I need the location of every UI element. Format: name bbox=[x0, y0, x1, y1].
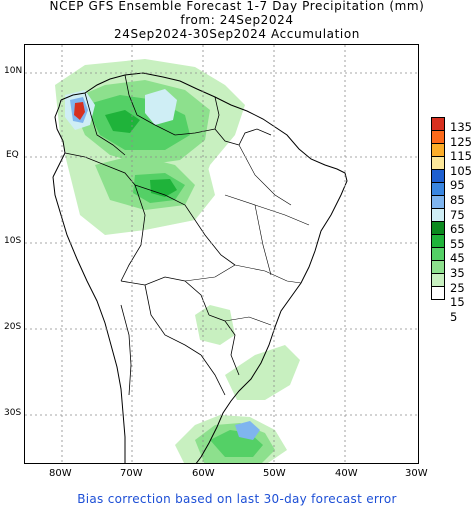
colorbar-label-25: 25 bbox=[450, 280, 465, 295]
precipitation-colorbar bbox=[431, 117, 445, 300]
lon-label-50w: 50W bbox=[263, 468, 286, 479]
colorbar-label-105: 105 bbox=[450, 163, 472, 178]
colorbar-label-5: 5 bbox=[450, 309, 458, 324]
lat-label-20s: 20S bbox=[4, 322, 22, 332]
lon-label-40w: 40W bbox=[335, 468, 358, 479]
bias-correction-note: Bias correction based on last 30-day for… bbox=[77, 492, 397, 506]
lat-label-30s: 30S bbox=[4, 408, 22, 418]
graticule bbox=[25, 45, 418, 463]
colorbar-label-85: 85 bbox=[450, 193, 465, 207]
lon-label-70w: 70W bbox=[120, 468, 143, 479]
colorbar-label-135: 135 bbox=[450, 120, 472, 134]
colorbar-cell-85 bbox=[431, 182, 445, 196]
colorbar-cell-55 bbox=[431, 221, 445, 235]
colorbar-cell-125 bbox=[431, 130, 445, 144]
map-title-line-2: from: 24Sep2024 bbox=[180, 13, 294, 27]
colorbar-label-65: 65 bbox=[450, 222, 465, 237]
precip-area-brazil-south-blue bbox=[235, 421, 260, 440]
colorbar-cell-135 bbox=[431, 117, 445, 131]
south-america-outline bbox=[52, 72, 348, 463]
precipitation-shading bbox=[55, 59, 300, 463]
colorbar-label-45: 45 bbox=[450, 251, 465, 266]
precip-area-colombia-red bbox=[74, 102, 85, 120]
map-canvas bbox=[25, 45, 418, 463]
colorbar-label-115: 115 bbox=[450, 149, 472, 164]
colorbar-cell-75 bbox=[431, 195, 445, 209]
colorbar-label-75: 75 bbox=[450, 207, 465, 222]
precip-area-se-coast-light bbox=[225, 345, 300, 400]
precip-area-central-light bbox=[195, 305, 235, 345]
colorbar-label-125: 125 bbox=[450, 134, 472, 149]
colorbar-cell-95 bbox=[431, 169, 445, 183]
lat-label-eq: EQ bbox=[6, 150, 19, 160]
map-title-line-3: 24Sep2024-30Sep2024 Accumulation bbox=[114, 27, 360, 41]
colorbar-cell-5 bbox=[431, 286, 445, 300]
state-borders bbox=[184, 144, 310, 326]
precip-area-venezuela-pale bbox=[145, 89, 177, 125]
colorbar-label-15: 15 bbox=[450, 295, 465, 310]
colorbar-label-55: 55 bbox=[450, 236, 465, 251]
lat-label-10s: 10S bbox=[4, 236, 22, 246]
lon-label-30w: 30W bbox=[405, 468, 428, 479]
colorbar-cell-65 bbox=[431, 208, 445, 222]
country-borders bbox=[64, 74, 272, 396]
colorbar-cell-25 bbox=[431, 260, 445, 274]
precipitation-map bbox=[24, 44, 419, 464]
lon-label-80w: 80W bbox=[49, 468, 72, 479]
lon-label-60w: 60W bbox=[192, 468, 215, 479]
precip-area-north-dark bbox=[105, 110, 140, 133]
colorbar-label-95: 95 bbox=[450, 178, 465, 193]
colorbar-cell-35 bbox=[431, 247, 445, 261]
colorbar-cell-15 bbox=[431, 273, 445, 287]
map-title-line-1: NCEP GFS Ensemble Forecast 1-7 Day Preci… bbox=[49, 0, 425, 13]
colorbar-cell-115 bbox=[431, 143, 445, 157]
colorbar-cell-45 bbox=[431, 234, 445, 248]
colorbar-label-35: 35 bbox=[450, 266, 465, 280]
colorbar-cell-105 bbox=[431, 156, 445, 170]
lat-label-10n: 10N bbox=[4, 66, 23, 76]
